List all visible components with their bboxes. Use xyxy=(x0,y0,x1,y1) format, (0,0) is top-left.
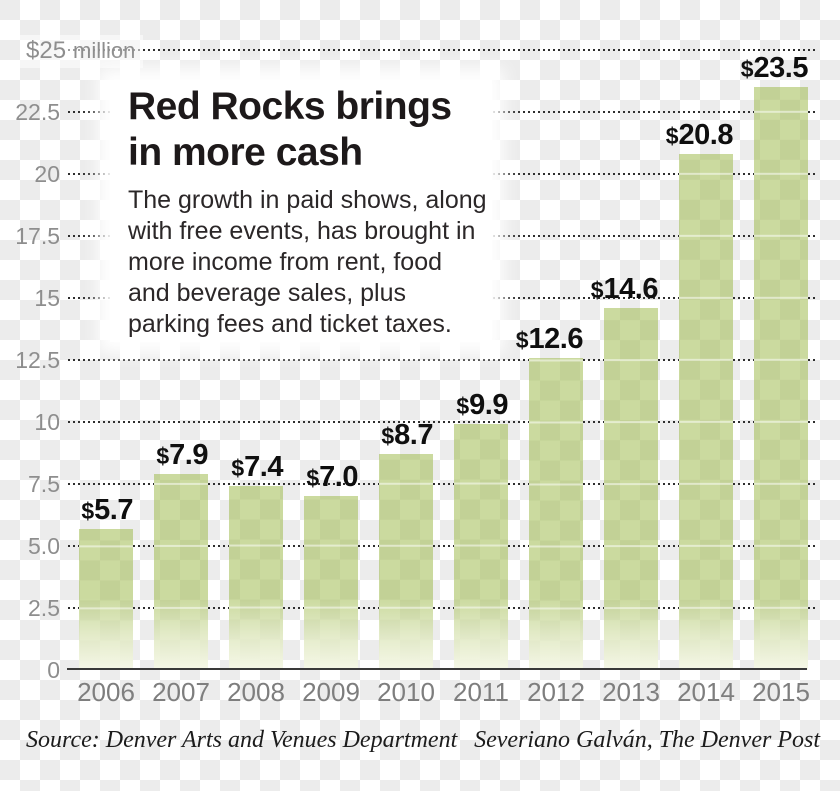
currency-symbol: $ xyxy=(81,497,95,524)
y-axis-tick-label: 15 xyxy=(34,285,60,311)
y-axis-tick-label: 20 xyxy=(34,161,60,187)
y-axis-tick-label: 0 xyxy=(47,657,60,683)
unit-name: million xyxy=(73,38,136,63)
chart-subtitle: The growth in paid shows, along with fre… xyxy=(128,186,487,338)
x-axis-line xyxy=(67,668,807,670)
x-axis-label-2008: 2008 xyxy=(227,677,285,707)
value-number: 20.8 xyxy=(678,119,734,152)
bar-value-label-2015: $23.5 xyxy=(678,51,809,85)
bar-2011 xyxy=(454,424,508,670)
bar-value-label-2007: $7.9 xyxy=(78,438,208,472)
source-text: Source: Denver Arts and Venues Departmen… xyxy=(26,727,458,753)
gridline xyxy=(68,545,818,547)
x-axis-label-2012: 2012 xyxy=(527,677,585,707)
value-number: 23.5 xyxy=(753,52,809,85)
bar-2012 xyxy=(529,357,583,671)
x-axis-label-2011: 2011 xyxy=(453,677,509,707)
x-axis-label-2009: 2009 xyxy=(302,677,360,707)
bar-2010 xyxy=(379,454,433,670)
value-number: 7.9 xyxy=(169,439,208,472)
currency-symbol: $ xyxy=(381,423,395,450)
currency-symbol: $ xyxy=(156,443,170,470)
x-axis-label-2015: 2015 xyxy=(752,677,810,707)
currency-symbol: $ xyxy=(590,276,604,303)
bar-2009 xyxy=(304,496,358,670)
gridline xyxy=(68,483,818,485)
bar-value-label-2012: $12.6 xyxy=(453,322,584,356)
x-axis-label-2010: 2010 xyxy=(377,677,435,707)
y-axis-tick-label: 17.5 xyxy=(15,223,60,249)
currency-symbol: $ xyxy=(740,56,754,83)
y-axis-tick-label: 22.5 xyxy=(15,99,60,125)
bar-2007 xyxy=(154,474,208,670)
value-number: 14.6 xyxy=(603,272,659,305)
y-axis-unit-label: $25 million xyxy=(20,35,144,68)
bar-2008 xyxy=(229,486,283,670)
value-number: 9.9 xyxy=(469,389,508,422)
bar-value-label-2013: $14.6 xyxy=(528,272,659,306)
currency-symbol: $ xyxy=(665,123,679,150)
chart-title-box: Red Rocks brings in more cash The growth… xyxy=(110,80,492,342)
bar-2013 xyxy=(604,307,658,671)
credit-text: Severiano Galván, The Denver Post xyxy=(474,727,820,753)
x-axis-label-2007: 2007 xyxy=(152,677,210,707)
currency-symbol: $ xyxy=(306,465,320,492)
x-axis-label-2006: 2006 xyxy=(77,677,135,707)
value-number: 7.4 xyxy=(244,451,283,484)
bar-value-label-2014: $20.8 xyxy=(603,118,734,152)
y-axis-tick-label: 10 xyxy=(34,409,60,435)
bar-value-label-2011: $9.9 xyxy=(378,388,508,422)
currency-symbol: $ xyxy=(456,393,470,420)
bar-2014 xyxy=(679,154,733,670)
gridline xyxy=(68,607,818,609)
bar-value-label-2008: $7.4 xyxy=(153,450,283,484)
value-number: 7.0 xyxy=(319,461,358,494)
y-axis-tick-label: 2.5 xyxy=(28,595,60,621)
bar-value-label-2010: $8.7 xyxy=(303,418,433,452)
gridline xyxy=(68,49,818,51)
currency-symbol: $ xyxy=(515,326,529,353)
x-axis-label-2013: 2013 xyxy=(602,677,660,707)
y-axis-tick-label: 7.5 xyxy=(28,471,60,497)
bar-2015 xyxy=(754,87,808,670)
bar-2006 xyxy=(79,528,133,671)
value-number: 8.7 xyxy=(394,419,433,452)
unit-value: $25 xyxy=(26,37,67,64)
y-axis-tick-label: 5.0 xyxy=(28,533,60,559)
bar-value-label-2006: $5.7 xyxy=(3,493,133,527)
gridline xyxy=(68,421,818,423)
x-axis-label-2014: 2014 xyxy=(677,677,735,707)
currency-symbol: $ xyxy=(231,455,245,482)
gridline xyxy=(68,359,818,361)
chart-title: Red Rocks brings in more cash xyxy=(128,85,452,174)
value-number: 5.7 xyxy=(94,493,133,526)
bar-value-label-2009: $7.0 xyxy=(228,460,358,494)
y-axis-tick-label: 12.5 xyxy=(15,347,60,373)
value-number: 12.6 xyxy=(528,322,584,355)
